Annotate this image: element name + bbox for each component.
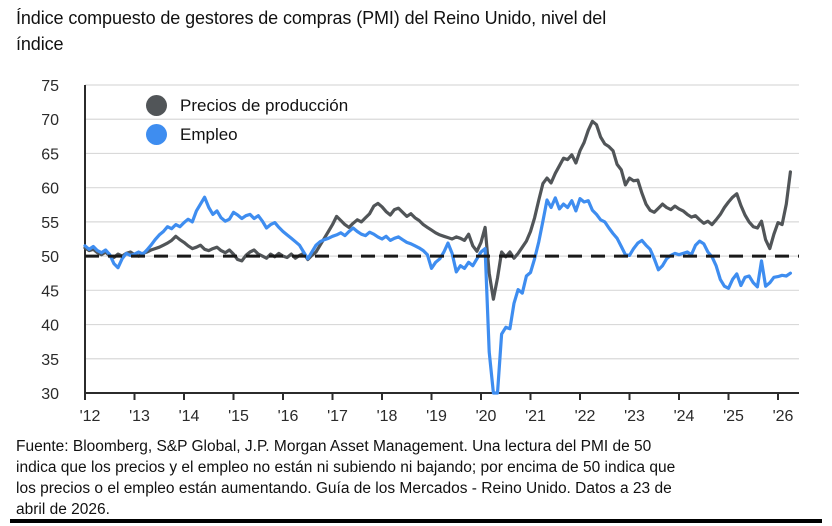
svg-text:'23: '23 <box>624 408 645 425</box>
svg-text:'20: '20 <box>476 408 497 425</box>
svg-text:65: 65 <box>41 146 59 163</box>
legend-item-empleo: Empleo <box>146 124 348 145</box>
legend-label-empleo: Empleo <box>180 124 238 144</box>
chart-title: Índice compuesto de gestores de compras … <box>16 8 607 54</box>
svg-text:45: 45 <box>41 283 59 300</box>
svg-text:40: 40 <box>41 318 59 335</box>
legend-item-precios: Precios de producción <box>146 95 348 116</box>
bottom-divider <box>10 519 822 523</box>
svg-text:55: 55 <box>41 215 59 232</box>
svg-text:'26: '26 <box>773 408 794 425</box>
legend-dot-empleo-icon <box>146 124 167 145</box>
legend-label-precios: Precios de producción <box>180 95 349 115</box>
svg-text:'12: '12 <box>80 408 101 425</box>
svg-text:'22: '22 <box>575 408 596 425</box>
svg-text:70: 70 <box>41 112 59 129</box>
svg-text:'24: '24 <box>674 408 695 425</box>
svg-text:'13: '13 <box>129 408 150 425</box>
svg-text:'14: '14 <box>179 408 200 425</box>
svg-text:75: 75 <box>41 78 59 95</box>
legend-dot-precios-icon <box>146 95 167 116</box>
svg-text:35: 35 <box>41 352 59 369</box>
svg-text:30: 30 <box>41 386 59 403</box>
pmi-line-chart: 30 35 40 45 50 55 60 65 70 75 '12 '13 '14 '15 '16 '17 '1… <box>41 78 799 425</box>
source-note: Fuente: Bloomberg, S&P Global, J.P. Morg… <box>16 438 676 519</box>
svg-text:'19: '19 <box>426 408 447 425</box>
svg-text:'21: '21 <box>525 408 546 425</box>
svg-text:'15: '15 <box>228 408 249 425</box>
svg-text:60: 60 <box>41 181 59 198</box>
chart-legend: Precios de producción Empleo <box>146 95 348 145</box>
svg-text:'17: '17 <box>327 408 348 425</box>
svg-text:'16: '16 <box>278 408 299 425</box>
svg-text:50: 50 <box>41 249 59 266</box>
svg-text:'18: '18 <box>377 408 398 425</box>
svg-text:'25: '25 <box>723 408 744 425</box>
